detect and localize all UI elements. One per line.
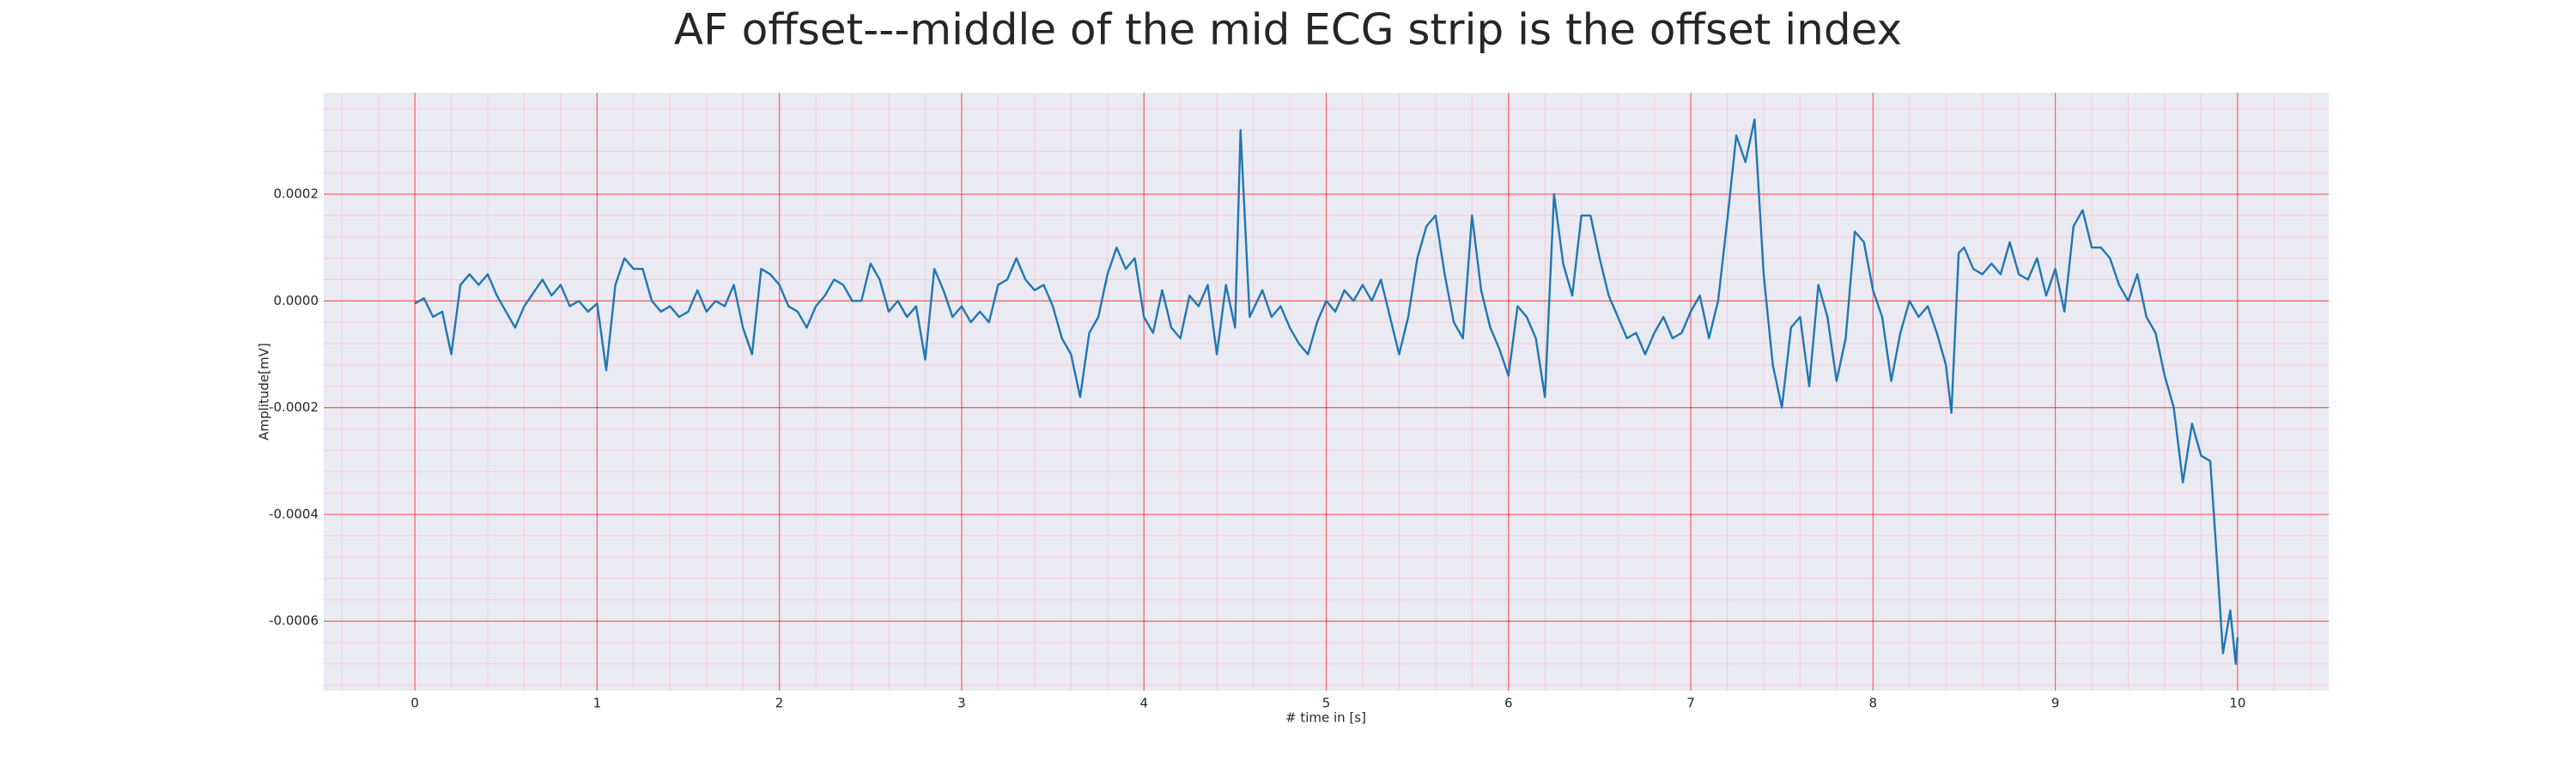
grid xyxy=(324,93,2329,691)
chart-title: AF offset---middle of the mid ECG strip … xyxy=(674,5,1902,55)
x-tick-label: 3 xyxy=(957,696,966,711)
ecg-line xyxy=(414,118,2239,666)
x-tick-label: 4 xyxy=(1139,696,1148,711)
x-tick-label: 5 xyxy=(1322,696,1331,711)
x-tick-label: 8 xyxy=(1869,696,1878,711)
x-tick-label: 6 xyxy=(1504,696,1513,711)
y-tick-label: -0.0002 xyxy=(269,399,319,415)
y-tick-label: -0.0006 xyxy=(269,613,319,629)
x-tick-label: 9 xyxy=(2051,696,2060,711)
x-tick-label: 0 xyxy=(410,696,419,711)
y-tick-label: 0.0002 xyxy=(274,186,319,202)
y-tick-label: 0.0000 xyxy=(274,293,319,308)
y-axis-label: Amplitude[mV] xyxy=(257,343,272,440)
x-tick-label: 10 xyxy=(2229,696,2245,711)
x-axis-label: # time in [s] xyxy=(1285,710,1366,726)
x-tick-label: 2 xyxy=(775,696,784,711)
y-tick-label: -0.0004 xyxy=(269,506,319,521)
x-tick-label: 7 xyxy=(1686,696,1695,711)
x-tick-label: 1 xyxy=(593,696,602,711)
